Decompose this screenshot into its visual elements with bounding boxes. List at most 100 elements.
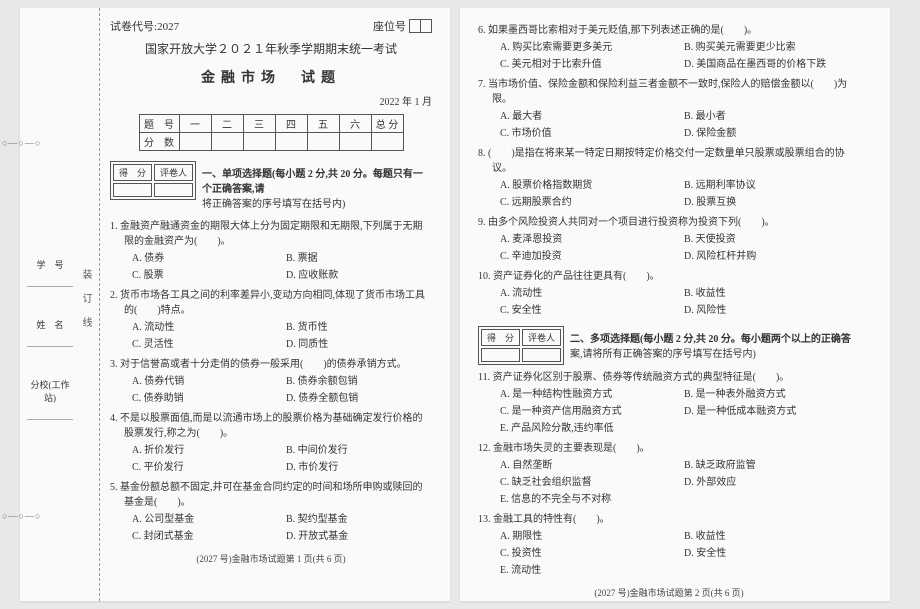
score-cell [211, 133, 243, 151]
score-h: 六 [339, 115, 371, 133]
grade-box: 得 分评卷人 [478, 326, 564, 365]
section1-title: 一、单项选择题(每小题 2 分,共 20 分。每题只有一个正确答案,请 将正确答… [198, 165, 432, 210]
score-h: 一 [179, 115, 211, 133]
opt: C. 安全性 [500, 303, 676, 318]
opt: D. 同质性 [286, 337, 432, 352]
opt: B. 购买美元需要更少比索 [684, 40, 860, 55]
opt: C. 缺乏社会组织监督 [500, 475, 676, 490]
q1-opts: A. 债券 B. 票据 C. 股票 D. 应收账款 [110, 251, 432, 283]
grade-cell [522, 348, 561, 362]
opt: C. 股票 [132, 268, 278, 283]
header-row: 试卷代号:2027 座位号 [110, 18, 432, 34]
opt: D. 股票互换 [684, 195, 860, 210]
university-title: 国家开放大学２０２１年秋季学期期末统一考试 [110, 40, 432, 57]
opt: E. 产品风险分散,违约率低 [500, 421, 676, 436]
grade-col: 得 分 [113, 164, 152, 181]
opt: D. 风险杠杆并购 [684, 249, 860, 264]
grade-box: 得 分评卷人 [110, 161, 196, 200]
score-h: 题 号 [139, 115, 179, 133]
opt: D. 风险性 [684, 303, 860, 318]
q3-opts: A. 债券代销 B. 债券余额包销 C. 债券助销 D. 债券全额包销 [110, 374, 432, 406]
q10-opts: A. 流动性 B. 收益性 C. 安全性 D. 风险性 [478, 286, 860, 318]
stub-line [27, 273, 73, 287]
exam-date: 2022 年 1 月 [110, 93, 432, 108]
q7: 7. 当市场价值、保险金额和保险利益三者金额不一致时,保险人的赔偿金额以( )为… [478, 77, 860, 107]
section1-line2: 将正确答案的序号填写在括号内) [202, 195, 432, 210]
opt: B. 最小者 [684, 109, 860, 124]
footer-right: (2027 号)金融市场试题第 2 页(共 6 页) [478, 586, 860, 599]
opt: A. 流动性 [500, 286, 676, 301]
opt: C. 远期股票合约 [500, 195, 676, 210]
paper-code-label: 试卷代号: [110, 21, 157, 33]
opt: D. 开放式基金 [286, 529, 432, 544]
q11: 11. 资产证券化区别于股票、债券等传统融资方式的典型特征是( )。 [478, 370, 860, 385]
stub-xingming: 姓 名 [26, 318, 74, 353]
opt: D. 应收账款 [286, 268, 432, 283]
opt: C. 美元相对于比索升值 [500, 57, 676, 72]
section1-row: 得 分评卷人 一、单项选择题(每小题 2 分,共 20 分。每题只有一个正确答案… [110, 161, 432, 214]
q12-opts: A. 自然垄断 B. 缺乏政府监管 C. 缺乏社会组织监督 D. 外部效应 E.… [478, 458, 860, 507]
score-cell [275, 133, 307, 151]
section2-title: 二、多项选择题(每小题 2 分,共 20 分。每小题两个以上的正确答 案,请将所… [566, 330, 860, 360]
stub-line [27, 333, 73, 347]
q6-opts: A. 购买比索需要更多美元 B. 购买美元需要更少比索 C. 美元相对于比索升值… [478, 40, 860, 72]
q5: 5. 基金份额总额不固定,并可在基金合同约定的时间和场所申购或赎回的基金是( )… [110, 480, 432, 510]
q2-opts: A. 流动性 B. 货币性 C. 灵活性 D. 同质性 [110, 320, 432, 352]
score-h: 三 [243, 115, 275, 133]
q2: 2. 货币市场各工具之间的利率差异小,变动方向相同,体现了货币市场工具的( )特… [110, 288, 432, 318]
stub-line [27, 406, 73, 420]
opt: D. 市价发行 [286, 460, 432, 475]
opt: D. 外部效应 [684, 475, 860, 490]
score-cell [307, 133, 339, 151]
opt: C. 封闭式基金 [132, 529, 278, 544]
q4: 4. 不是以股票面值,而是以流通市场上的股票价格为基础确定发行价格的股票发行,称… [110, 411, 432, 441]
paper-code-value: 2027 [157, 21, 179, 33]
section2-line1: 二、多项选择题(每小题 2 分,共 20 分。每小题两个以上的正确答 [570, 334, 851, 345]
opt: E. 信息的不完全与不对称 [500, 492, 676, 507]
opt: A. 折价发行 [132, 443, 278, 458]
grade-cell [481, 348, 520, 362]
opt: C. 是一种资产信用融资方式 [500, 404, 676, 419]
binding-text: 装订线 [78, 269, 93, 341]
opt: B. 债券余额包销 [286, 374, 432, 389]
opt: C. 平价发行 [132, 460, 278, 475]
q13-opts: A. 期限性 B. 收益性 C. 投资性 D. 安全性 E. 流动性 [478, 529, 860, 578]
opt: C. 债券助销 [132, 391, 278, 406]
stub-label: 学 号 [26, 258, 74, 271]
q5-opts: A. 公司型基金 B. 契约型基金 C. 封闭式基金 D. 开放式基金 [110, 512, 432, 544]
grade-col: 得 分 [481, 329, 520, 346]
opt: B. 契约型基金 [286, 512, 432, 527]
stub-label: 分校(工作站) [26, 378, 74, 404]
opt [684, 421, 860, 436]
q10: 10. 资产证券化的产品往往更具有( )。 [478, 269, 860, 284]
grade-cell [113, 183, 152, 197]
section2-row: 得 分评卷人 二、多项选择题(每小题 2 分,共 20 分。每小题两个以上的正确… [478, 326, 860, 365]
opt: B. 是一种表外融资方式 [684, 387, 860, 402]
opt: C. 辛迪加投资 [500, 249, 676, 264]
q6: 6. 如果墨西哥比索相对于美元贬值,那下列表述正确的是( )。 [478, 23, 860, 38]
opt: A. 流动性 [132, 320, 278, 335]
score-h: 五 [307, 115, 339, 133]
opt: A. 是一种结构性融资方式 [500, 387, 676, 402]
opt: B. 收益性 [684, 286, 860, 301]
subject-title: 金融市场 试题 [110, 67, 432, 87]
grade-cell [154, 183, 193, 197]
binding-column: 装订线 学 号 姓 名 分校(工作站) [20, 8, 100, 601]
opt: A. 公司型基金 [132, 512, 278, 527]
q3: 3. 对于信誉高或者十分走俏的债券一般采用( )的债券承销方式。 [110, 357, 432, 372]
q8: 8. ( )是指在将来某一特定日期按特定价格交付一定数量单只股票或股票组合的协议… [478, 146, 860, 176]
q7-opts: A. 最大者 B. 最小者 C. 市场价值 D. 保险金额 [478, 109, 860, 141]
grade-col: 评卷人 [522, 329, 561, 346]
opt: C. 灵活性 [132, 337, 278, 352]
score-h: 四 [275, 115, 307, 133]
opt: D. 美国商品在墨西哥的价格下跌 [684, 57, 860, 72]
score-h: 二 [211, 115, 243, 133]
opt: C. 投资性 [500, 546, 676, 561]
opt: B. 货币性 [286, 320, 432, 335]
opt: A. 自然垄断 [500, 458, 676, 473]
opt [684, 563, 860, 578]
q1: 1. 金融资产融通资金的期限大体上分为固定期限和无期限,下列属于无期限的金融资产… [110, 219, 432, 249]
opt: D. 是一种低成本融资方式 [684, 404, 860, 419]
q11-opts: A. 是一种结构性融资方式 B. 是一种表外融资方式 C. 是一种资产信用融资方… [478, 387, 860, 436]
opt: A. 麦泽恩投资 [500, 232, 676, 247]
